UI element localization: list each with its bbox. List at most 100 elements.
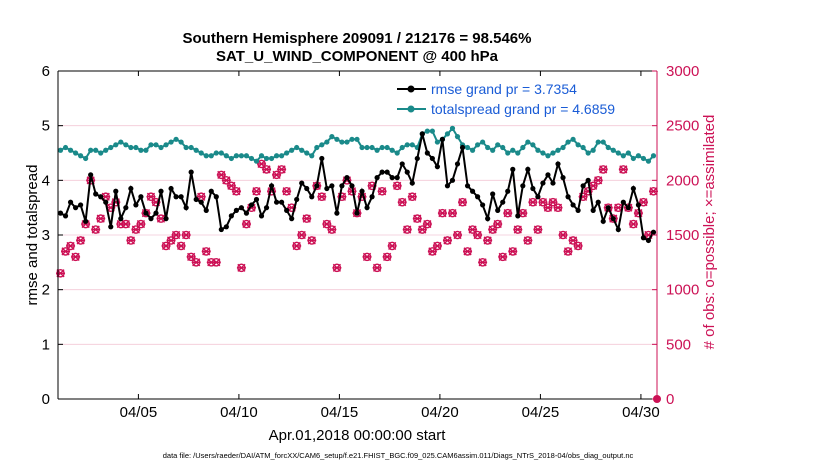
totalspread-point <box>324 139 330 145</box>
totalspread-point <box>168 139 174 145</box>
rmse-point <box>88 172 94 178</box>
rmse-point <box>128 185 134 192</box>
rmse-point <box>294 196 300 203</box>
totalspread-point <box>490 147 496 153</box>
totalspread-point <box>454 134 461 140</box>
totalspread-point <box>625 150 631 156</box>
totalspread-point <box>253 158 260 164</box>
rmse-point <box>525 166 531 172</box>
totalspread-point <box>284 150 290 156</box>
rmse-series <box>57 131 657 244</box>
rmse-point <box>640 235 647 241</box>
rmse-point <box>495 207 501 213</box>
rmse-point <box>590 207 596 213</box>
rmse-point <box>238 205 245 211</box>
totalspread-point <box>62 144 69 151</box>
obs-assimilated-cross <box>407 192 417 201</box>
rmse-point <box>404 169 410 175</box>
totalspread-point <box>108 144 114 151</box>
totalspread-point <box>650 153 657 159</box>
totalspread-point <box>399 144 405 151</box>
rmse-point <box>133 202 139 208</box>
obs-assimilated-cross <box>126 236 136 245</box>
totalspread-point <box>480 139 486 145</box>
obs-assimilated-cross <box>262 165 272 174</box>
totalspread-point <box>193 147 199 153</box>
obs-assimilated-cross <box>442 236 452 245</box>
obs-assimilated-cross <box>302 214 312 223</box>
totalspread-point <box>173 136 179 142</box>
totalspread-point <box>359 144 365 151</box>
rmse-point <box>273 199 280 205</box>
obs-marker <box>372 263 382 273</box>
obs-marker <box>382 252 392 262</box>
obs-assimilated-cross <box>648 187 658 196</box>
rmse-point <box>103 199 109 205</box>
totalspread-point <box>118 139 124 145</box>
obs-assimilated-cross <box>593 176 603 185</box>
totalspread-point <box>344 139 350 145</box>
obs-assimilated-cross <box>518 209 528 218</box>
rmse-point <box>113 188 119 194</box>
rmse-point <box>314 183 320 189</box>
y2-tick-label: 1000 <box>666 282 699 299</box>
obs-marker <box>493 219 503 229</box>
totalspread-point <box>520 144 526 151</box>
totalspread-point <box>645 158 652 164</box>
totalspread-point <box>550 150 556 156</box>
rmse-point <box>520 183 526 189</box>
obs-assimilated-cross <box>412 214 422 223</box>
totalspread-point <box>560 144 566 151</box>
rmse-point <box>108 224 114 230</box>
totalspread-point <box>464 144 471 151</box>
totalspread-point <box>289 147 295 153</box>
rmse-point <box>540 180 546 186</box>
rmse-point <box>78 202 84 208</box>
rmse-point <box>635 202 642 208</box>
obs-marker <box>191 258 201 267</box>
totalspread-point <box>243 153 250 159</box>
obs-assimilated-cross <box>447 209 457 218</box>
obs-assimilated-cross <box>558 230 568 240</box>
totalspread-point <box>113 142 119 148</box>
rmse-point <box>72 205 79 211</box>
totalspread-point <box>570 136 576 142</box>
obs-assimilated-cross <box>71 252 81 261</box>
rmse-point <box>67 199 74 205</box>
rmse-point <box>560 175 566 181</box>
rmse-point <box>424 150 430 156</box>
obs-assimilated-cross <box>508 247 518 256</box>
rmse-point <box>575 207 581 213</box>
obs-assimilated-cross <box>171 230 181 240</box>
axes: 0 1 2 3 4 5 6 0 500 1000 1500 2000 2500 3000 04/05 04/1… <box>42 63 700 421</box>
obs-assimilated-cross <box>121 219 131 229</box>
totalspread-point <box>364 144 370 151</box>
obs-marker <box>427 247 437 256</box>
totalspread-point <box>98 150 104 156</box>
obs-marker <box>186 252 196 262</box>
totalspread-point <box>485 144 491 151</box>
totalspread-point <box>394 150 400 156</box>
y-tick-label: 6 <box>42 63 50 80</box>
obs-assimilated-cross <box>402 225 412 234</box>
rmse-point <box>319 155 325 162</box>
totalspread-point <box>565 139 571 145</box>
obs-assimilated-cross <box>618 165 628 174</box>
rmse-point <box>258 213 265 219</box>
obs-assimilated-cross <box>211 258 221 267</box>
totalspread-point <box>279 153 285 159</box>
totalspread-point <box>183 144 189 151</box>
rmse-point <box>454 161 461 167</box>
obs-marker <box>473 230 483 240</box>
obs-assimilated-cross <box>66 241 76 251</box>
rmse-point <box>354 210 360 216</box>
totalspread-point <box>510 147 516 153</box>
y-tick-label: 4 <box>42 172 50 189</box>
obs-assimilated-cross <box>382 252 392 261</box>
rmse-point <box>449 177 456 183</box>
totalspread-point <box>233 153 239 159</box>
totalspread-point <box>158 144 164 151</box>
rmse-point <box>439 136 446 142</box>
totalspread-point <box>495 142 501 148</box>
rmse-point <box>263 205 270 211</box>
